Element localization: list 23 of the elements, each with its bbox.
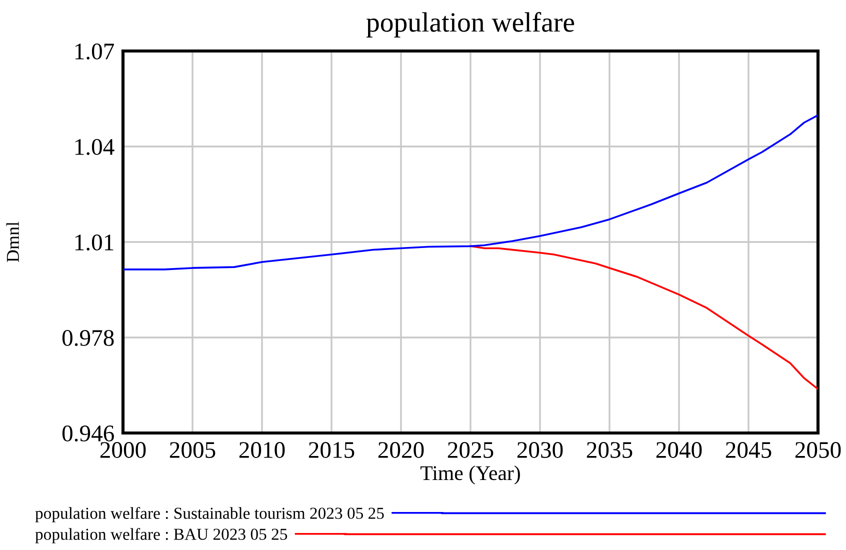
legend-label: population welfare : BAU 2023 05 25 [35,528,288,544]
x-tick-label: 2015 [308,442,354,458]
x-tick-label: 2040 [656,442,702,458]
line-series [123,114,818,270]
x-tick-label: 2000 [100,442,146,458]
x-tick-label: 2030 [517,442,563,458]
x-tick-label: 2005 [170,442,216,458]
x-tick-label: 2035 [586,442,632,458]
x-tick-label: 2020 [378,442,424,458]
legend-label: population welfare : Sustainable tourism 2023 05 25 [35,507,384,522]
line-series [470,245,818,390]
x-tick-label: 2050 [795,442,841,458]
y-tick-label: 0.978 [62,330,114,346]
y-tick-label: 1.01 [75,234,114,251]
x-tick-label: 2045 [726,442,772,458]
y-tick-label: 1.07 [75,43,114,60]
x-tick-label: 2010 [239,442,285,458]
x-axis-title: Time (Year) [420,466,520,484]
y-tick-label: 1.04 [75,138,114,156]
chart-title: population welfare [366,12,574,38]
x-tick-label: 2025 [448,442,494,458]
y-tick-label: 0.946 [62,425,114,442]
y-axis-title: Dmnl [6,222,19,262]
